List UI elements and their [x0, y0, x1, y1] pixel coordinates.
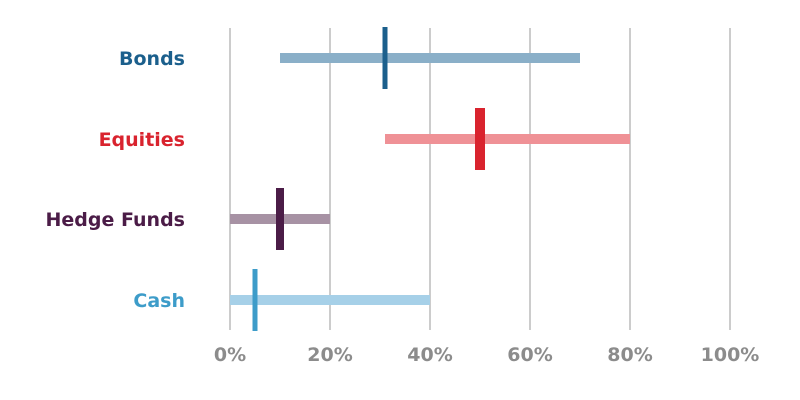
category-label-hedge-funds: Hedge Funds — [46, 209, 186, 231]
category-label-bonds: Bonds — [119, 48, 185, 70]
x-tick-label: 80% — [607, 344, 652, 366]
x-tick-label: 40% — [407, 344, 452, 366]
range-bar-bonds — [280, 53, 580, 63]
category-label-cash: Cash — [133, 290, 185, 312]
marker-bar-bonds — [382, 27, 388, 89]
range-bar-equities — [385, 134, 630, 144]
range-bar-cash — [230, 295, 430, 305]
category-labels: Bonds Equities Hedge Funds Cash — [46, 48, 186, 312]
gridlines — [229, 28, 731, 330]
marker-bar-cash — [252, 269, 258, 331]
marker-bars — [252, 27, 485, 331]
x-tick-label: 100% — [701, 344, 760, 366]
category-label-equities: Equities — [99, 129, 185, 151]
marker-bar-hedge-funds — [276, 188, 284, 250]
x-axis-tick-labels: 0% 20% 40% 60% 80% 100% — [214, 344, 759, 366]
marker-bar-equities — [475, 108, 485, 170]
x-tick-label: 60% — [507, 344, 552, 366]
x-tick-label: 0% — [214, 344, 246, 366]
x-tick-label: 20% — [307, 344, 352, 366]
